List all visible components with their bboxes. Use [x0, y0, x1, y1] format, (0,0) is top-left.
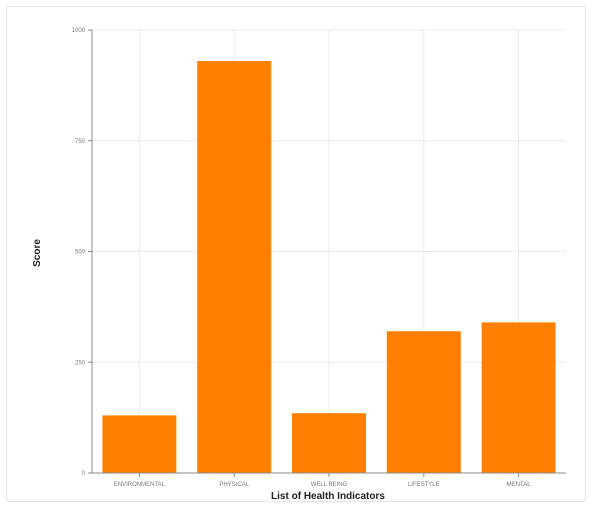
- bar: [197, 61, 272, 473]
- x-tick-label: ENVIRONMENTAL: [114, 482, 166, 488]
- bar: [102, 415, 177, 473]
- bar: [292, 413, 366, 473]
- y-tick-label: 500: [75, 250, 86, 256]
- y-tick-label: 0: [82, 471, 86, 477]
- x-tick-label: PHYSICAL: [219, 482, 249, 488]
- x-tick-label: WELL BEING: [311, 482, 348, 488]
- y-tick-labels: 0 250 500 750 1000: [72, 28, 86, 477]
- y-tick-label: 1000: [72, 28, 86, 34]
- bar: [386, 331, 461, 473]
- x-tick-label: MENTAL: [507, 482, 532, 488]
- x-tick-label: LIFESTYLE: [408, 482, 440, 488]
- bars: [102, 61, 556, 473]
- y-axis-title: Score: [32, 239, 43, 267]
- x-tick-labels: ENVIRONMENTAL PHYSICAL WELL BEING LIFESTYLE…: [114, 482, 531, 488]
- x-axis-title: List of Health Indicators: [271, 491, 385, 502]
- y-tick-label: 750: [75, 139, 86, 145]
- bar: [481, 322, 556, 473]
- y-tick-label: 250: [75, 360, 86, 366]
- axes: [88, 29, 566, 477]
